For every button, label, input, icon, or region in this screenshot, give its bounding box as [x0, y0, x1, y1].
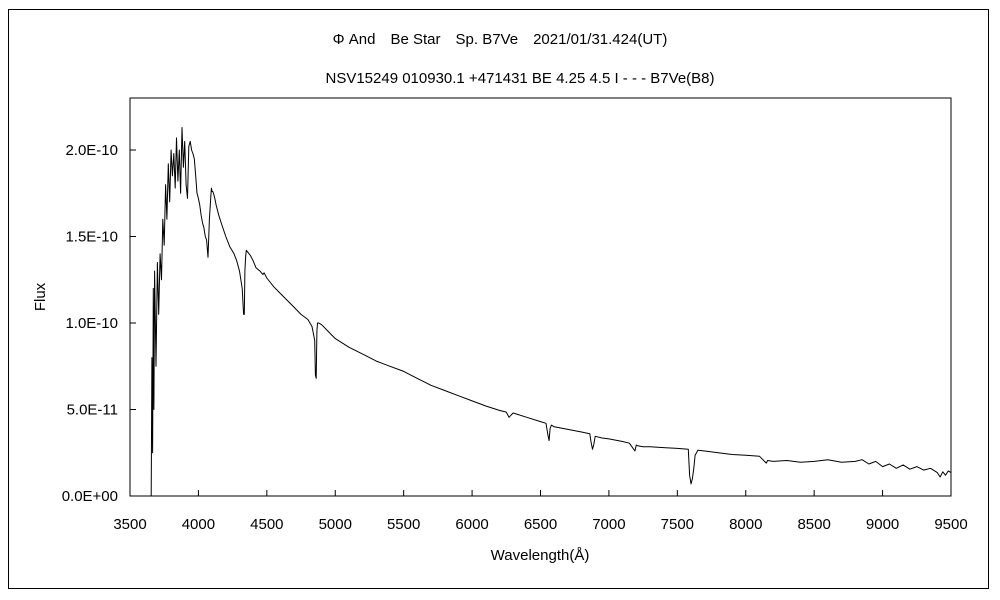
- x-axis: 3500 4000 4500 5000 5500 6000 6500 7000 7500 8000…: [113, 490, 968, 533]
- x-tick-label: 3500: [113, 516, 146, 533]
- x-tick-label: 9000: [866, 516, 899, 533]
- x-tick-label: 9500: [934, 516, 967, 533]
- x-tick-label: 8000: [729, 516, 762, 533]
- y-axis: 0.0E+00 5.0E-11 1.0E-10 1.5E-10 2.0E-10: [62, 142, 136, 505]
- y-tick-label: 1.5E-10: [65, 229, 118, 246]
- x-tick-label: 5000: [319, 516, 352, 533]
- y-tick-label: 1.0E-10: [65, 315, 118, 332]
- chart-frame: [8, 9, 989, 589]
- x-tick-label: 7500: [661, 516, 694, 533]
- series-layer: [150, 127, 952, 497]
- x-tick-label: 6000: [455, 516, 488, 533]
- y-tick-label: 2.0E-10: [65, 142, 118, 159]
- y-tick-label: 5.0E-11: [67, 402, 118, 419]
- chart-subtitle: NSV15249 010930.1 +471431 BE 4.25 4.5 I …: [325, 70, 714, 87]
- y-axis-label: Flux: [32, 282, 49, 311]
- spectrum-line: [150, 127, 952, 497]
- y-tick-label: 0.0E+00: [62, 488, 118, 505]
- x-tick-label: 7000: [592, 516, 625, 533]
- x-tick-label: 6500: [524, 516, 557, 533]
- chart-title: Φ And Be Star Sp. B7Ve 2021/01/31.424(UT…: [333, 31, 668, 48]
- x-tick-label: 8500: [797, 516, 830, 533]
- x-axis-label: Wavelength(Å): [491, 547, 590, 564]
- x-tick-label: 5500: [387, 516, 420, 533]
- x-tick-label: 4000: [182, 516, 215, 533]
- x-tick-label: 4500: [250, 516, 283, 533]
- plot-area: [129, 97, 952, 497]
